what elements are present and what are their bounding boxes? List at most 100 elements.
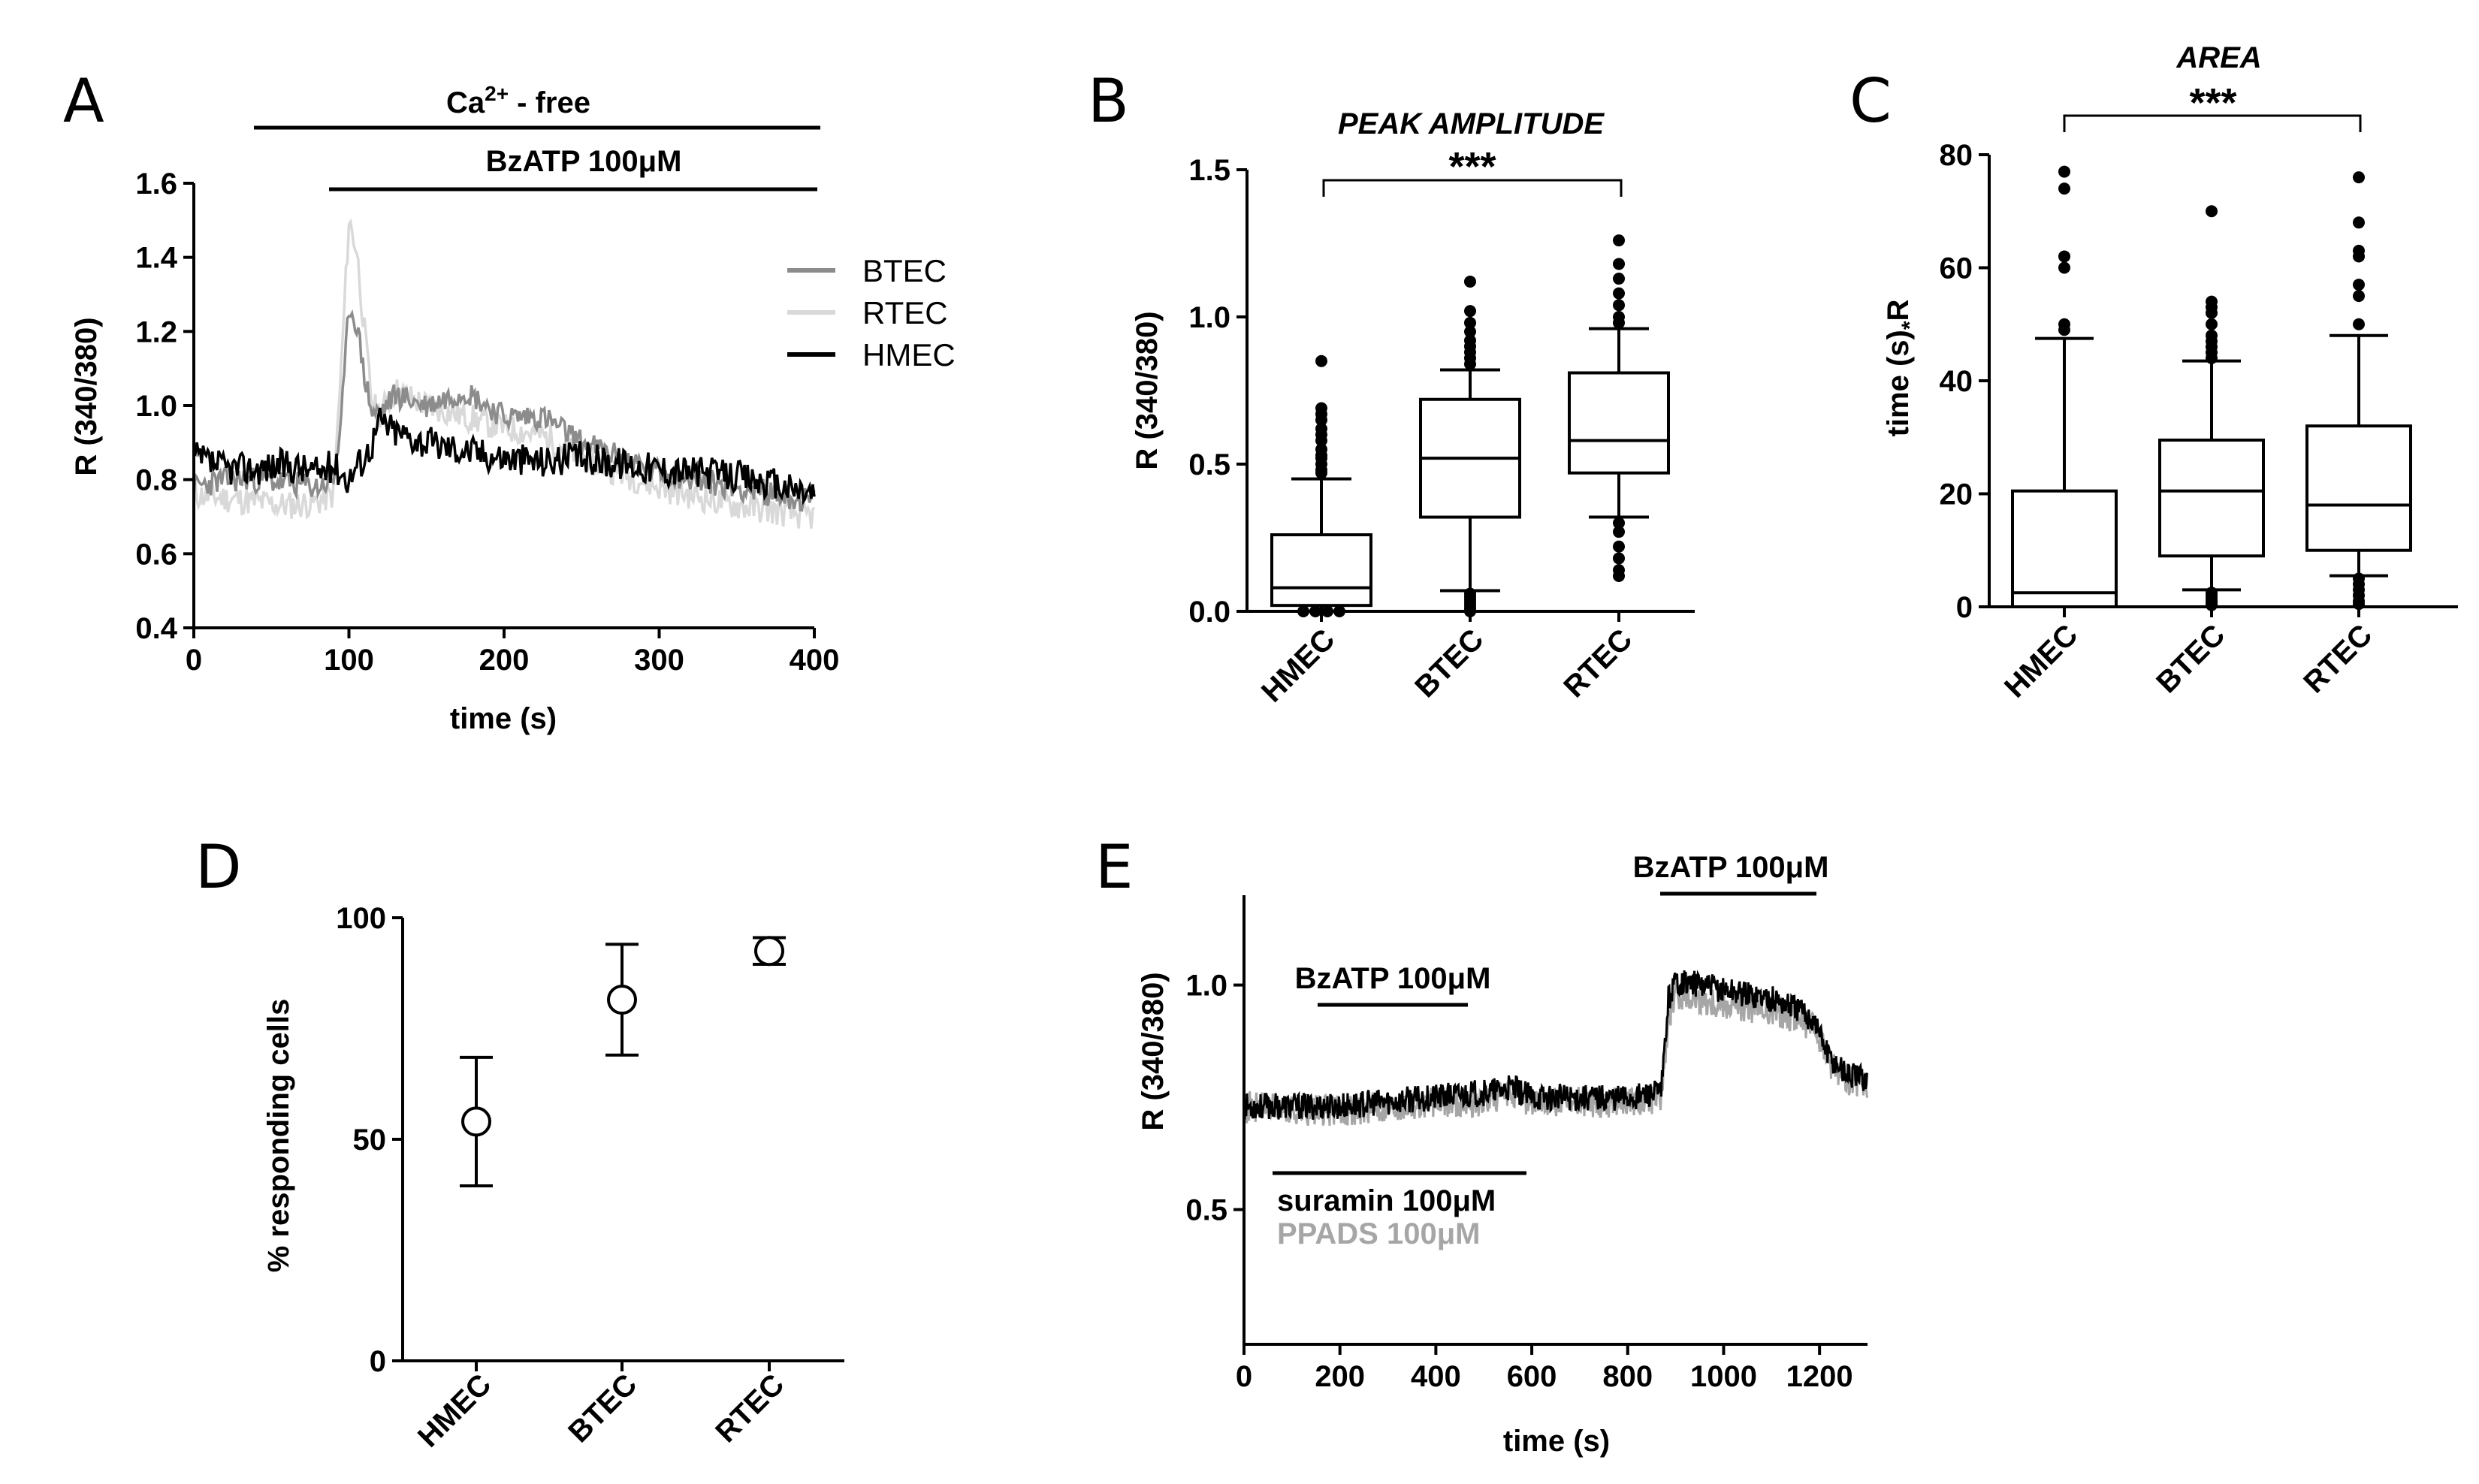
panel-a-y-tick-label: 1.0 <box>135 390 177 423</box>
outlier-point <box>1464 334 1476 347</box>
outlier-point <box>2353 318 2365 330</box>
category-label: BTEC <box>562 1368 643 1449</box>
panel-a-axes: 0.4 0.6 0.8 1.0 1.2 1.4 1.6 0 100 200 300 400 <box>135 167 839 677</box>
category-label: HMEC <box>1255 623 1341 708</box>
suramin-label: suramin 100μM <box>1277 1184 1496 1217</box>
box-rtec <box>1568 371 1670 475</box>
legend-a: BTEC RTEC HMEC <box>787 253 956 373</box>
outlier-point <box>1464 325 1476 338</box>
panel-e-x-tick-label: 1200 <box>1786 1360 1853 1393</box>
panel-e-y-tick-label: 1.0 <box>1185 970 1227 1003</box>
legend-label-btec: BTEC <box>862 253 947 288</box>
panel-c-y-tick-label: 60 <box>1940 252 1973 285</box>
panel-c-title: AREA <box>2176 41 2261 74</box>
outlier-point <box>1613 258 1625 270</box>
category-label: RTEC <box>1557 623 1638 704</box>
bzatp-label-a: BzATP 100μM <box>486 145 682 178</box>
panel-b-y-tick-label: 0.5 <box>1188 448 1230 481</box>
panel-a-y-tick-label: 1.2 <box>135 315 177 348</box>
panel-b-y-tick-label: 1.5 <box>1188 154 1230 187</box>
panel-a-y-tick-label: 0.4 <box>135 612 177 645</box>
category-label: HMEC <box>1998 618 2084 704</box>
panel-d-ylabel: % responding cells <box>262 999 295 1273</box>
box-btec <box>2158 439 2265 558</box>
panel-a-x-tick-label: 200 <box>479 644 530 677</box>
panel-a-y-tick-label: 1.6 <box>135 167 177 201</box>
panel-c-ylabel: time (s)*R <box>1882 299 1922 436</box>
outlier-point <box>2353 171 2365 184</box>
bzatp-label-e2: BzATP 100μM <box>1633 851 1829 884</box>
panel-e-trace-ppads <box>1243 976 1868 1127</box>
outlier-point <box>1613 287 1625 300</box>
panel-e: 0.51.00 200 400 600 800 1000 1200 BzATP 100μM … <box>1137 851 1868 1458</box>
outlier-point <box>1613 569 1625 582</box>
panel-e-y-tick-label: 0.5 <box>1185 1194 1227 1227</box>
panel-letter-c: C <box>1849 66 1892 136</box>
panel-a-y-tick-label: 0.6 <box>135 538 177 571</box>
category-label: BTEC <box>1409 623 1490 704</box>
outlier-point <box>1613 311 1625 323</box>
panel-letter-e: E <box>1095 832 1134 902</box>
panel-d-plot: HMEC BTEC RTEC 0 50 100 <box>336 902 844 1454</box>
ppads-label: PPADS 100μM <box>1277 1217 1481 1250</box>
box-hmec <box>1270 533 1372 608</box>
box-rtec <box>2305 424 2412 552</box>
category-label: HMEC <box>412 1368 497 1453</box>
outlier-point <box>1464 275 1476 288</box>
mean-point-hmec <box>461 1106 491 1137</box>
panel-a: 0.4 0.6 0.8 1.0 1.2 1.4 1.6 0 100 200 300 400 Ca2+ … <box>70 82 956 735</box>
panel-a-traces <box>192 218 816 529</box>
outlier-point <box>1464 305 1476 318</box>
outlier-point <box>1315 443 1327 456</box>
panel-b-title: PEAK AMPLITUDE <box>1338 107 1605 140</box>
outlier-point <box>1613 517 1625 529</box>
panel-e-traces <box>1243 970 1868 1127</box>
panel-a-x-tick-label: 400 <box>790 644 840 677</box>
panel-a-xlabel: time (s) <box>450 702 557 735</box>
panel-e-x-tick-label: 200 <box>1315 1360 1365 1393</box>
outlier-point <box>2058 261 2070 274</box>
category-label: RTEC <box>2297 618 2378 699</box>
panel-e-ylabel: R (340/380) <box>1137 972 1170 1130</box>
panel-e-xlabel: time (s) <box>1503 1425 1610 1458</box>
panel-c-y-tick-label: 0 <box>1956 591 1973 624</box>
legend-label-hmec: HMEC <box>862 337 956 373</box>
panel-e-x-tick-label: 1000 <box>1690 1360 1757 1393</box>
panel-b-significance: *** <box>1448 144 1496 189</box>
outlier-point <box>2058 182 2070 195</box>
mean-point-btec <box>607 985 637 1015</box>
panel-c-plot: HMEC BTEC RTEC 0 20 40 60 80 <box>1940 139 2458 704</box>
panel-letter-d: D <box>195 832 242 902</box>
outlier-point <box>1315 354 1327 367</box>
panel-d-y-tick-label: 50 <box>353 1124 387 1157</box>
mean-point-rtec <box>754 936 784 967</box>
legend-label-rtec: RTEC <box>862 295 948 330</box>
outlier-point <box>2206 318 2218 330</box>
panel-c-y-tick-label: 80 <box>1940 139 1973 172</box>
panel-d-y-tick-label: 0 <box>370 1345 386 1378</box>
panel-a-ylabel: R (340/380) <box>70 317 103 475</box>
panel-a-trace-hmec <box>192 407 816 505</box>
box-hmec <box>2011 489 2118 608</box>
panel-b-y-tick-label: 0.0 <box>1188 596 1230 629</box>
panel-c-significance: *** <box>2189 80 2236 125</box>
outlier-point <box>2353 216 2365 229</box>
panel-a-x-tick-label: 0 <box>186 644 202 677</box>
panel-a-y-tick-label: 0.8 <box>135 464 177 497</box>
panel-a-y-tick-label: 1.4 <box>135 242 177 275</box>
outlier-point <box>2206 205 2218 218</box>
outlier-point <box>2206 295 2218 308</box>
outlier-point <box>1315 422 1327 435</box>
panel-e-x-tick-label: 600 <box>1507 1360 1557 1393</box>
category-label: RTEC <box>709 1368 790 1449</box>
outlier-point <box>1613 273 1625 285</box>
panel-b-significance-bracket <box>1322 179 1623 197</box>
panel-letter-b: B <box>1088 66 1129 136</box>
outlier-point <box>1613 234 1625 247</box>
panel-e-axes: 0.5 1.0 0 200 400 600 800 1000 1200 <box>1185 895 1868 1393</box>
outlier-point <box>2353 244 2365 257</box>
panel-letter-a: A <box>63 66 104 136</box>
outlier-point <box>2353 290 2365 303</box>
outlier-point <box>2058 318 2070 330</box>
